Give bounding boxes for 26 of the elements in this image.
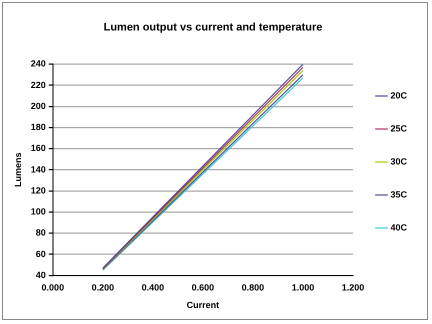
- y-tick-label: 120: [30, 185, 46, 196]
- x-axis-title: Current: [186, 300, 220, 310]
- y-tick-label: 220: [30, 80, 46, 90]
- y-tick-label: 60: [36, 248, 46, 259]
- legend-label: 25C: [390, 123, 408, 134]
- x-tick-label: 0.800: [242, 282, 264, 292]
- y-tick-label: 140: [30, 164, 46, 174]
- legend-label: 35C: [390, 189, 408, 200]
- y-tick-label: 240: [30, 58, 46, 69]
- x-tick-label: 1.000: [292, 282, 314, 292]
- legend-label: 40C: [390, 222, 408, 232]
- legend-label: 20C: [390, 90, 408, 100]
- x-tick-label: 1.200: [342, 282, 364, 292]
- y-tick-label: 40: [36, 270, 46, 280]
- y-tick-label: 180: [30, 122, 46, 132]
- x-tick-label: 0.200: [92, 282, 114, 292]
- y-tick-label: 80: [36, 228, 46, 238]
- y-tick-label: 100: [30, 206, 46, 217]
- chart-title: Lumen output vs current and temperature: [104, 22, 322, 34]
- x-tick-label: 0.000: [42, 282, 64, 292]
- x-tick-label: 0.600: [192, 282, 214, 292]
- y-tick-label: 200: [30, 100, 46, 111]
- x-tick-label: 0.400: [142, 282, 164, 292]
- y-axis-title: Lumens: [12, 152, 23, 188]
- legend-label: 30C: [390, 156, 408, 166]
- y-tick-label: 160: [30, 143, 46, 154]
